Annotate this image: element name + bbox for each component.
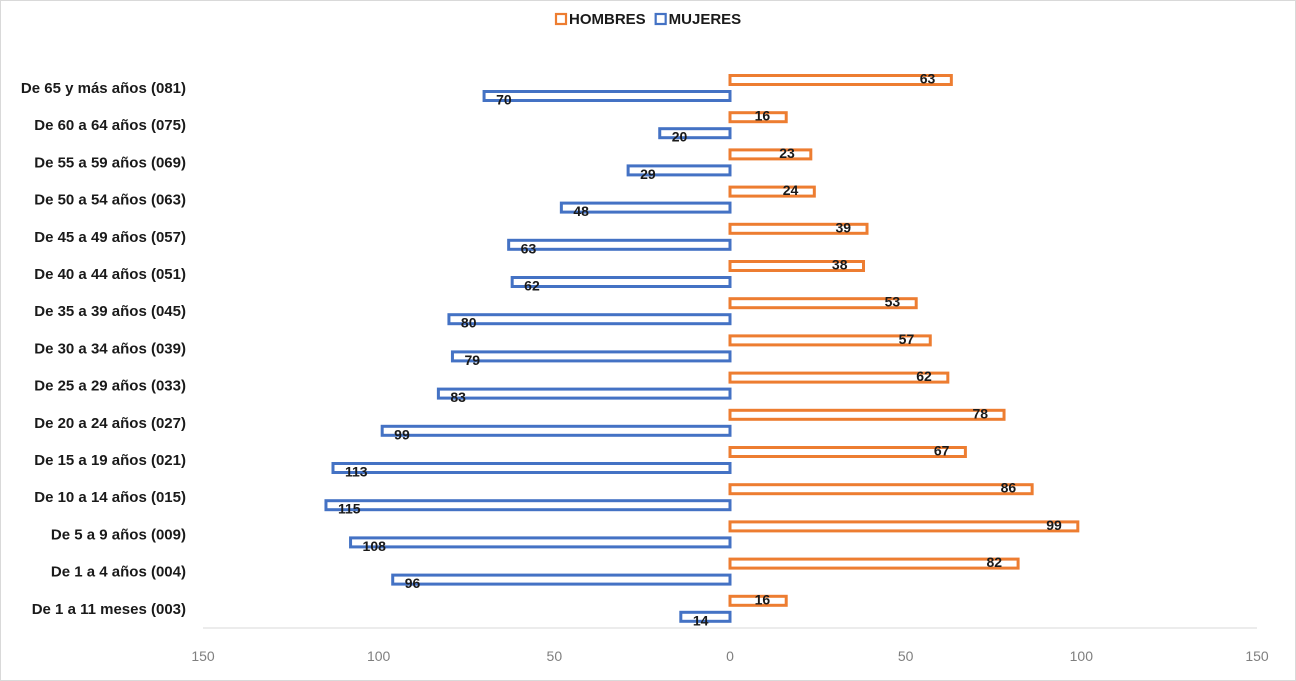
data-label-mujeres: 14 <box>693 612 709 628</box>
data-label-mujeres: 113 <box>345 464 368 480</box>
bar-hombres <box>728 483 1034 496</box>
data-label-hombres: 16 <box>755 108 771 124</box>
category-label: De 35 a 39 años (045) <box>34 303 186 320</box>
bars: 63 70 16 20 23 29 24 48 39 63 38 62 53 80 57 79 62 83 78 99… <box>324 71 1080 628</box>
bar-hombres <box>728 222 869 235</box>
category-label: De 30 a 34 años (039) <box>34 340 186 357</box>
data-label-mujeres: 99 <box>394 426 410 442</box>
category-label: De 25 a 29 años (033) <box>34 378 186 395</box>
data-label-mujeres: 96 <box>405 575 421 591</box>
category-label: De 65 y más años (081) <box>21 80 186 97</box>
legend: HOMBRES MUJERES <box>554 11 742 28</box>
category-label: De 1 a 11 meses (003) <box>32 601 186 618</box>
bar-mujeres <box>391 573 732 586</box>
bar-mujeres <box>559 201 732 214</box>
legend-swatch-hombres <box>554 12 568 26</box>
category-label: De 55 a 59 años (069) <box>34 154 186 171</box>
x-tick-label: 150 <box>191 648 215 664</box>
bar-hombres <box>728 446 967 458</box>
x-tick-label: 0 <box>726 648 734 664</box>
bar-mujeres <box>679 610 732 623</box>
category-label: De 10 a 14 años (015) <box>34 489 186 506</box>
category-label: De 20 a 24 años (027) <box>34 415 186 432</box>
category-label: De 15 a 19 años (021) <box>34 452 186 469</box>
data-label-mujeres: 63 <box>521 240 537 256</box>
data-label-mujeres: 62 <box>524 278 540 294</box>
bar-hombres <box>728 371 950 384</box>
data-label-hombres: 23 <box>779 145 795 161</box>
data-label-mujeres: 80 <box>461 315 477 331</box>
data-label-hombres: 86 <box>1001 480 1017 496</box>
bar-mujeres <box>507 238 732 251</box>
category-label: De 45 a 49 años (057) <box>34 229 186 246</box>
bar-mujeres <box>331 462 732 474</box>
bar-hombres <box>728 408 1006 421</box>
category-label: De 50 a 54 años (063) <box>34 192 186 209</box>
data-label-hombres: 57 <box>899 331 915 347</box>
data-label-mujeres: 20 <box>672 129 688 145</box>
category-label: De 60 a 64 años (075) <box>34 117 186 134</box>
data-label-hombres: 24 <box>783 182 799 198</box>
bar-hombres <box>728 334 932 347</box>
data-label-hombres: 78 <box>972 405 988 421</box>
data-label-hombres: 16 <box>755 591 771 607</box>
bar-hombres <box>728 185 816 198</box>
x-tick-label: 100 <box>367 648 391 664</box>
bar-hombres <box>728 148 813 161</box>
legend-label-mujeres: MUJERES <box>669 11 742 28</box>
x-tick-label: 50 <box>547 648 563 664</box>
category-label: De 1 a 4 años (004) <box>51 564 186 581</box>
bar-mujeres <box>510 276 732 288</box>
bar-mujeres <box>349 536 732 549</box>
x-axis: 150 100 50 0 50 100 150 <box>191 627 1269 664</box>
data-label-mujeres: 115 <box>338 501 361 517</box>
bar-hombres <box>728 557 1020 570</box>
data-label-mujeres: 70 <box>496 92 512 108</box>
data-label-mujeres: 108 <box>363 538 387 554</box>
bar-mujeres <box>324 499 732 512</box>
x-tick-label: 150 <box>1245 648 1269 664</box>
data-label-mujeres: 29 <box>640 166 656 182</box>
x-tick-label: 100 <box>1070 648 1094 664</box>
data-label-hombres: 82 <box>987 554 1003 570</box>
bar-hombres <box>728 111 788 124</box>
bar-hombres <box>728 520 1080 533</box>
bar-mujeres <box>447 313 732 326</box>
category-label: De 5 a 9 años (009) <box>51 526 186 543</box>
bar-mujeres <box>482 90 732 102</box>
data-label-hombres: 67 <box>934 443 950 459</box>
bar-hombres <box>728 260 866 272</box>
data-label-hombres: 39 <box>835 219 851 235</box>
data-label-hombres: 99 <box>1046 517 1062 533</box>
data-label-mujeres: 48 <box>573 203 589 219</box>
data-label-hombres: 63 <box>920 71 936 87</box>
bar-mujeres <box>436 387 732 400</box>
category-labels: De 65 y más años (081) De 60 a 64 años (0… <box>21 80 186 618</box>
bar-hombres <box>728 74 953 86</box>
x-tick-label: 50 <box>898 648 914 664</box>
bar-mujeres <box>380 424 732 437</box>
legend-label-hombres: HOMBRES <box>569 11 646 28</box>
data-label-hombres: 38 <box>832 257 848 273</box>
bar-hombres <box>728 297 918 310</box>
data-label-hombres: 62 <box>916 368 932 384</box>
bar-hombres <box>728 594 788 607</box>
bar-mujeres <box>450 350 732 363</box>
bar-mujeres <box>626 164 732 177</box>
data-label-hombres: 53 <box>885 294 901 310</box>
category-label: De 40 a 44 años (051) <box>34 266 186 283</box>
bar-mujeres <box>658 127 732 140</box>
legend-swatch-mujeres <box>654 12 667 26</box>
data-label-mujeres: 79 <box>464 352 480 368</box>
data-label-mujeres: 83 <box>450 389 466 405</box>
